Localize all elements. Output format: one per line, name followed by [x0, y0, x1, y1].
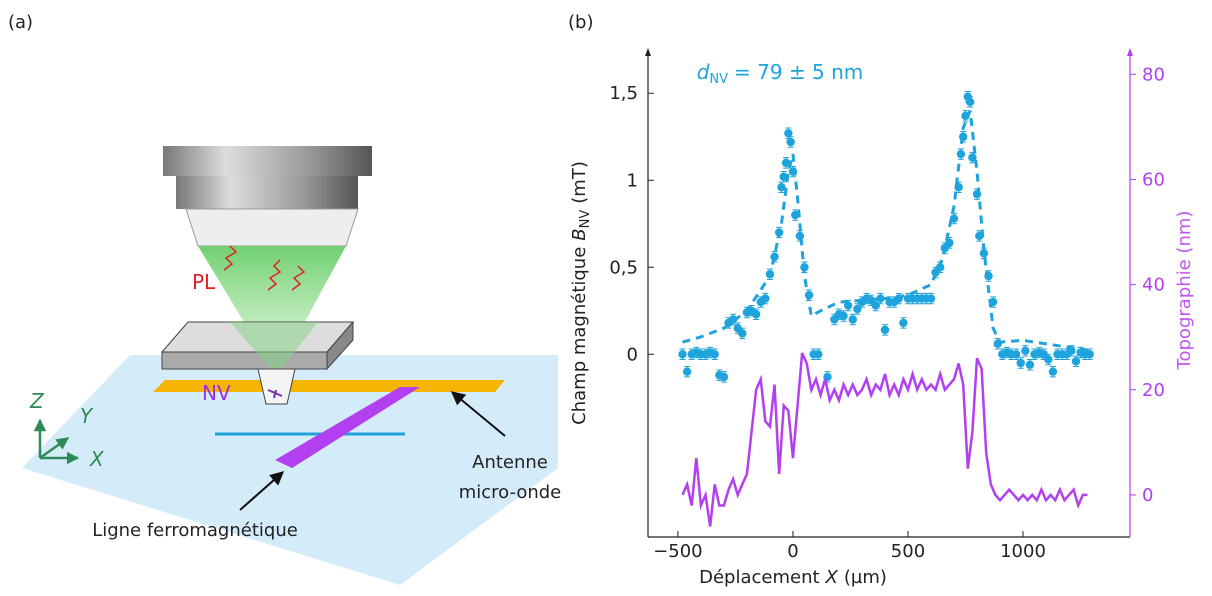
chart: dNV = 79 ± 5 nm Champ magnétiqueBNV(mT) D…: [569, 48, 1195, 588]
data-point: [926, 294, 936, 303]
data-point: [880, 325, 890, 335]
data-point: [682, 367, 692, 376]
data-point: [1048, 367, 1058, 376]
pl-emission: [223, 245, 306, 291]
nv-center: [267, 389, 283, 399]
nv-label: NV: [202, 381, 231, 405]
y-label-text: Champ magnétique: [569, 247, 590, 425]
y2-tick-label: 0: [1142, 485, 1153, 506]
arrow: [239, 471, 285, 511]
y2-axis-label: Topographie (nm): [1174, 211, 1195, 371]
antenna-label: Antenne: [472, 452, 548, 473]
y2-tick-label: 60: [1142, 169, 1165, 190]
x-label-unit: (µm): [844, 567, 887, 588]
data-point: [784, 129, 793, 138]
panel-label: (a): [8, 12, 33, 33]
data-point: [751, 310, 761, 319]
tip: [257, 368, 296, 405]
data-point: [814, 350, 823, 359]
y-axis-label: Champ magnétique BNV (mT): [569, 161, 593, 425]
y-label-subscript: NV: [578, 210, 593, 229]
data-point: [871, 301, 880, 310]
data-point: [781, 158, 791, 168]
data-point: [1044, 355, 1053, 364]
axis-arrow: [39, 436, 70, 460]
data-point: [848, 315, 857, 324]
data-point: [853, 304, 862, 314]
data-point: [761, 294, 770, 303]
antenna: [153, 380, 505, 392]
axis-label: X: [89, 447, 105, 471]
y-label-symbol: B: [569, 228, 590, 240]
y-label-unit: (mT): [569, 161, 590, 204]
data-point: [1016, 358, 1025, 368]
ferromagnetic-line: [275, 387, 420, 468]
fit-line: [682, 110, 1093, 353]
data-point: [876, 294, 885, 303]
ferro-label: Ligne ferromagnétique: [92, 520, 298, 541]
y-tick-label: 1: [627, 170, 638, 191]
data-point: [1071, 357, 1081, 366]
data-point: [839, 311, 848, 321]
antenna-label: micro-onde: [459, 482, 562, 503]
axes-triad: [33, 418, 80, 465]
data-point: [791, 210, 800, 220]
annotation-symbol: d: [697, 60, 710, 84]
y2-tick-label: 20: [1142, 380, 1165, 401]
data-point: [678, 350, 687, 359]
x-label-text: Déplacement: [699, 567, 819, 588]
axis-label: Y: [80, 404, 94, 428]
data-point: [779, 172, 788, 181]
data-point: [1025, 360, 1035, 369]
x-tick-label: 500: [891, 541, 925, 562]
data-point: [979, 249, 989, 258]
data-point: [786, 137, 795, 147]
y-tick-label: 0: [627, 344, 638, 365]
data-point: [777, 183, 786, 192]
annotation-text: = 79 ± 5 nm: [734, 60, 863, 84]
y2-tick-label: 40: [1142, 275, 1165, 296]
data-point: [965, 97, 975, 107]
data-point: [1085, 350, 1094, 359]
data-point: [843, 301, 853, 310]
axis-label: Z: [29, 389, 45, 413]
slab: [326, 320, 354, 371]
y-tick-label: 1,5: [609, 83, 638, 104]
x-axis-label: Déplacement X (µm): [699, 567, 887, 588]
sample-plane: [22, 355, 558, 585]
x-label-symbol: X: [825, 567, 839, 588]
annotation-subscript: NV: [709, 72, 728, 87]
arrow: [450, 391, 506, 437]
data-point: [719, 372, 729, 382]
data-point: [899, 318, 908, 328]
data-point: [710, 350, 719, 359]
data-point: [1021, 346, 1030, 355]
axis-arrow: [1127, 48, 1133, 56]
y2-tick-label: 80: [1142, 64, 1165, 85]
objective: [163, 146, 372, 176]
data-point: [968, 153, 977, 162]
laser-cone: [230, 322, 318, 375]
pl-label: PL: [192, 270, 216, 294]
slab: [161, 351, 328, 370]
x-tick-label: 1000: [1000, 541, 1046, 562]
objective: [176, 176, 358, 209]
data-line: [681, 352, 1088, 527]
axis-arrow: [645, 48, 651, 56]
x-tick-label: 0: [787, 541, 798, 562]
data-point: [1011, 350, 1021, 359]
data-point: [738, 329, 747, 338]
y-tick-label: 0,5: [609, 257, 638, 278]
objective-lens: [185, 208, 359, 247]
panel-label: (b): [568, 12, 593, 33]
laser-cone: [198, 246, 346, 375]
data-point: [945, 238, 954, 248]
setup-diagram: Z Y X PL NV Antenne micro-onde Ligne fer…: [22, 146, 561, 585]
x-tick-label: −500: [653, 541, 702, 562]
annotation: dNV = 79 ± 5 nm: [697, 60, 864, 87]
